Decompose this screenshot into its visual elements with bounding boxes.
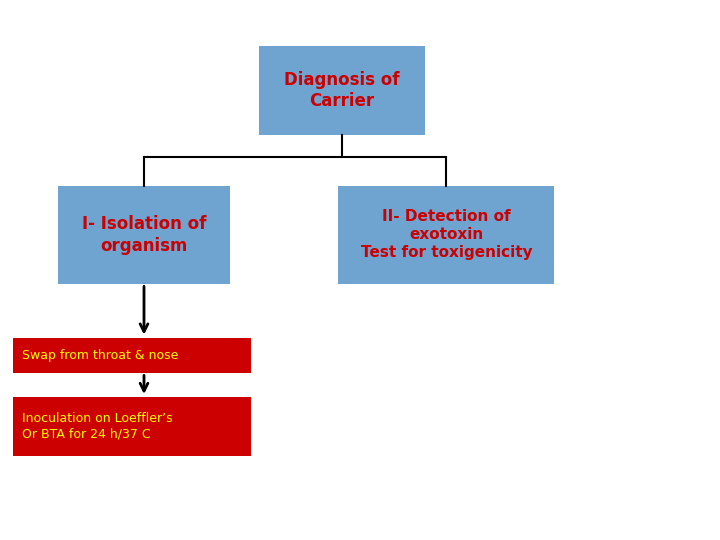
FancyBboxPatch shape: [259, 46, 425, 135]
Text: I- Isolation of
organism: I- Isolation of organism: [82, 215, 206, 255]
Text: Swap from throat & nose: Swap from throat & nose: [22, 348, 178, 362]
FancyBboxPatch shape: [338, 186, 554, 284]
FancyBboxPatch shape: [13, 397, 251, 456]
Text: Diagnosis of
Carrier: Diagnosis of Carrier: [284, 71, 400, 110]
Text: Inoculation on Loeffler’s
Or BTA for 24 h/37 C: Inoculation on Loeffler’s Or BTA for 24 …: [22, 413, 172, 441]
FancyBboxPatch shape: [58, 186, 230, 284]
FancyBboxPatch shape: [13, 338, 251, 373]
Text: II- Detection of
exotoxin
Test for toxigenicity: II- Detection of exotoxin Test for toxig…: [361, 210, 532, 260]
